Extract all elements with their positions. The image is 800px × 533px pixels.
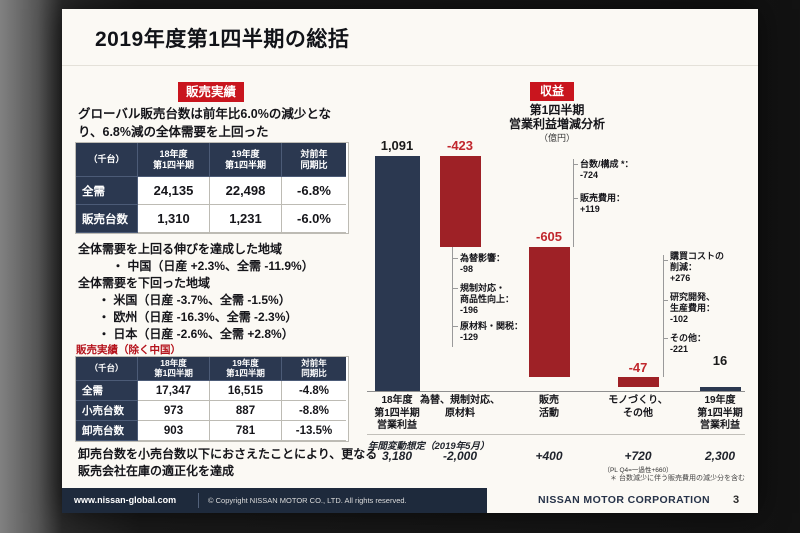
- col-header-fy19: 19年度 第1四半期: [210, 143, 282, 177]
- mono-bracket-line: [663, 255, 664, 377]
- bar-value-label: 1,091: [380, 138, 414, 153]
- slide-title: 2019年度第1四半期の総括: [95, 28, 350, 51]
- col-header-yoy: 対前年 同期比: [282, 143, 346, 177]
- col-header-fy19: 19年度 第1四半期: [210, 357, 282, 381]
- table-cell: -8.8%: [282, 401, 346, 421]
- mono-breakdown-item: その他： -221: [670, 333, 707, 354]
- region-bullet-us: ・ 米国（日産 -3.7%、全需 -1.5%）: [98, 293, 291, 307]
- region-bullet-europe: ・ 欧州（日産 -16.3%、全需 -2.3%）: [98, 310, 298, 324]
- table-unit-header: （千台）: [76, 143, 138, 177]
- fx-bracket-tick: [452, 288, 458, 289]
- table-cell: 1,231: [210, 205, 282, 233]
- sales-section-chip: 販売実績: [178, 82, 244, 102]
- mono-bracket-tick: [663, 300, 668, 301]
- waterfall-chart: 1,091 -423 -605 -47 16 為替影響： -98 規制対応・ 商…: [362, 137, 754, 483]
- bar-value-label: -423: [446, 138, 474, 153]
- bar-fy18-profit: [375, 156, 420, 391]
- sales-bracket-tick: [573, 164, 578, 165]
- table-cell: 24,135: [138, 177, 210, 205]
- axis-label-fy19: 19年度 第1四半期 営業利益: [697, 395, 743, 431]
- table-cell: 22,498: [210, 177, 282, 205]
- sales-table-global: （千台） 18年度 第1四半期 19年度 第1四半期 対前年 同期比 全需 24…: [75, 142, 349, 234]
- bar-fy19-profit: [700, 387, 741, 391]
- region-bullet-japan: ・ 日本（日産 -2.6%、全需 +2.8%）: [98, 327, 294, 341]
- fx-breakdown-item: 為替影響： -98: [460, 253, 506, 274]
- bar-sales-activity: [529, 247, 570, 377]
- table-cell: 17,347: [138, 381, 210, 401]
- table-cell: -6.0%: [282, 205, 346, 233]
- row-label-sales-volume: 販売台数: [76, 205, 138, 233]
- fx-bracket-tick: [452, 258, 458, 259]
- table-cell: 973: [138, 401, 210, 421]
- row-label-total-demand: 全需: [76, 177, 138, 205]
- sales-table-ex-china: （千台） 18年度 第1四半期 19年度 第1四半期 対前年 同期比 全需 17…: [75, 356, 349, 442]
- mono-bracket-tick: [663, 338, 668, 339]
- profit-section-chip: 収益: [530, 82, 574, 101]
- fx-breakdown-item: 原材料・関税： -129: [460, 321, 524, 342]
- col-header-yoy: 対前年 同期比: [282, 357, 346, 381]
- bar-value-label: 16: [712, 353, 728, 368]
- title-divider: [62, 65, 758, 66]
- annual-value: 3,180: [381, 449, 413, 463]
- table-cell: 781: [210, 421, 282, 441]
- profit-subtitle: 第1四半期 営業利益増減分析: [508, 103, 605, 132]
- footer-divider: [198, 493, 199, 508]
- row-label-total-demand: 全需: [76, 381, 138, 401]
- axis-label-fy18: 18年度 第1四半期 営業利益: [374, 395, 420, 431]
- col-header-fy18: 18年度 第1四半期: [138, 143, 210, 177]
- mono-breakdown-item: 研究開発、 生産費用： -102: [670, 292, 716, 324]
- annual-divider: [367, 434, 745, 435]
- footer-url: www.nissan-global.com: [74, 495, 177, 505]
- table-cell: 903: [138, 421, 210, 441]
- annual-value: +400: [535, 449, 563, 463]
- bar-value-label: -605: [535, 229, 563, 244]
- fx-breakdown-item: 規制対応・ 商品性向上： -196: [460, 283, 515, 315]
- row-label-wholesale: 卸売台数: [76, 421, 138, 441]
- fx-bracket-tick: [452, 326, 458, 327]
- region-above-heading: 全体需要を上回る伸びを達成した地域: [78, 242, 283, 256]
- chart-axis-line: [367, 391, 745, 392]
- region-below-heading: 全体需要を下回った地域: [78, 276, 211, 290]
- table-cell: -13.5%: [282, 421, 346, 441]
- table-cell: 887: [210, 401, 282, 421]
- sales-bracket-line: [573, 159, 574, 247]
- table-cell: -6.8%: [282, 177, 346, 205]
- axis-label-fx: 為替、規制対応、 原材料: [420, 395, 500, 419]
- table-cell: 1,310: [138, 205, 210, 233]
- sales-breakdown-item: 台数/構成 *： -724: [580, 159, 634, 180]
- annual-value: -2,000: [442, 449, 478, 463]
- footer-bar: [62, 488, 487, 513]
- footer-page-number: 3: [732, 494, 740, 506]
- presentation-slide: 2019年度第1四半期の総括 販売実績 グローバル販売台数は前年比6.0%の減少…: [62, 9, 758, 513]
- sales-intro-text: グローバル販売台数は前年比6.0%の減少とな り、6.8%減の全体需要を上回った: [78, 107, 331, 139]
- sales-bracket-tick: [573, 198, 578, 199]
- mono-breakdown-item: 購買コストの 削減： +276: [670, 251, 725, 283]
- axis-label-mono: モノづくり、 その他: [608, 395, 668, 419]
- profit-unit-label: （億円）: [538, 133, 575, 143]
- bar-fx-regulation: [440, 156, 481, 247]
- mono-bracket-tick: [663, 260, 668, 261]
- annual-note: （PL Q4=一過性+660）: [603, 467, 673, 474]
- table-unit-header: （千台）: [76, 357, 138, 381]
- row-label-retail: 小売台数: [76, 401, 138, 421]
- col-header-fy18: 18年度 第1四半期: [138, 357, 210, 381]
- annual-value: 2,300: [704, 449, 736, 463]
- sales-breakdown-item: 販売費用： +119: [580, 193, 626, 214]
- bar-value-label: -47: [628, 360, 648, 375]
- footer-copyright: © Copyright NISSAN MOTOR CO., LTD. All r…: [208, 496, 407, 505]
- sales-closing-note: 卸売台数を小売台数以下におさえたことにより、更なる 販売会社在庫の適正化を達成: [78, 447, 378, 478]
- table-cell: 16,515: [210, 381, 282, 401]
- annual-value: +720: [624, 449, 652, 463]
- bar-monozukuri: [618, 377, 659, 387]
- table-cell: -4.8%: [282, 381, 346, 401]
- chart-footnote: ＊ 台数減少に伴う販売費用の減少分を含む: [610, 475, 745, 482]
- sales-ex-china-title: 販売実績（除く中国）: [76, 344, 181, 356]
- footer-company-name: NISSAN MOTOR CORPORATION: [538, 494, 710, 506]
- region-bullet-china: ・ 中国（日産 +2.3%、全需 -11.9%）: [112, 259, 314, 273]
- annual-assumption-label: 年間変動想定（2019年5月）: [368, 441, 490, 452]
- fx-bracket-line: [452, 247, 453, 347]
- axis-label-sales: 販売 活動: [539, 395, 559, 419]
